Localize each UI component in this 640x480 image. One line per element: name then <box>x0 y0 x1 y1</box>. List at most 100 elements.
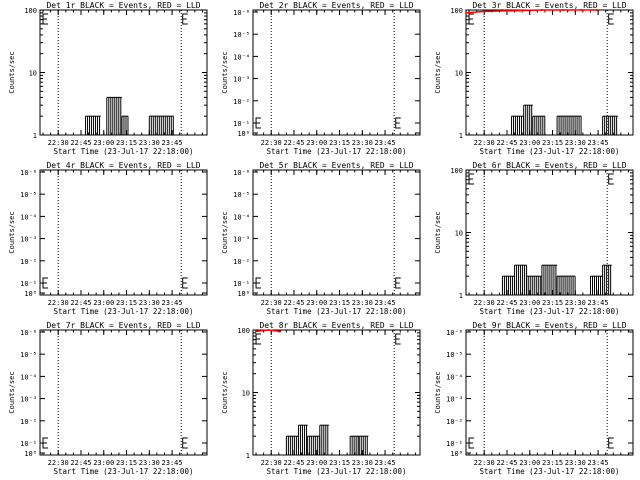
x-axis-label: Start Time (23-Jul-17 22:18:00) <box>267 307 407 316</box>
x-tick-label: 23:30 <box>565 299 586 307</box>
x-tick-label: 23:30 <box>565 139 586 147</box>
x-tick-label: 23:30 <box>139 299 160 307</box>
y-tick-label: 10⁻⁴ <box>20 213 37 221</box>
panel-9: Det 9r BLACK = Events, RED = LLD Counts/s… <box>434 321 634 476</box>
x-axis-label: Start Time (23-Jul-17 22:18:00) <box>480 467 620 476</box>
x-tick-label: 22:45 <box>283 139 304 147</box>
x-tick-label: 23:00 <box>306 139 327 147</box>
y-tick-label: 10⁻⁵ <box>233 31 250 39</box>
y-tick-label: 10⁻¹ <box>20 440 37 448</box>
x-tick-label: 23:00 <box>93 139 114 147</box>
y-tick-label: 10⁻⁶ <box>233 9 250 17</box>
x-tick-label: 23:45 <box>162 459 183 467</box>
x-axis-label: Start Time (23-Jul-17 22:18:00) <box>267 467 407 476</box>
x-tick-label: 23:00 <box>519 459 540 467</box>
panel-title: Det 7r BLACK = Events, RED = LLD <box>46 321 200 330</box>
panel-title: Det 5r BLACK = Events, RED = LLD <box>259 161 413 170</box>
event-flag-marker <box>608 173 614 185</box>
y-tick-label: 10⁻³ <box>446 396 463 404</box>
x-tick-label: 22:30 <box>48 459 69 467</box>
y-axis-label: Counts/sec <box>434 51 442 93</box>
x-tick-label: 23:15 <box>542 139 563 147</box>
lld-point <box>483 10 486 13</box>
panel-title: Det 6r BLACK = Events, RED = LLD <box>472 161 626 170</box>
y-axis-label: Counts/sec <box>221 51 229 93</box>
panel-title: Det 2r BLACK = Events, RED = LLD <box>259 1 413 10</box>
x-tick-label: 23:30 <box>139 139 160 147</box>
y-tick-label: 100 <box>24 7 37 15</box>
event-flag-marker <box>608 437 614 449</box>
y-tick-label: 10 <box>455 230 463 238</box>
y-axis-label: Counts/sec <box>221 371 229 413</box>
y-tick-label: 10⁻⁶ <box>233 169 250 177</box>
plot-frame <box>252 9 421 136</box>
y-tick-label: 10⁻³ <box>233 236 250 244</box>
event-flag-marker <box>468 437 475 449</box>
x-tick-label: 23:15 <box>116 139 137 147</box>
x-tick-label: 23:00 <box>519 299 540 307</box>
panel-3: Det 3r BLACK = Events, RED = LLD Counts/s… <box>434 1 634 156</box>
x-tick-label: 22:45 <box>70 139 91 147</box>
lld-point <box>279 330 282 333</box>
plot-frame <box>39 169 208 296</box>
x-tick-label: 22:30 <box>261 299 282 307</box>
y-tick-label: 10⁰ <box>24 450 37 458</box>
x-tick-label: 22:30 <box>474 299 495 307</box>
x-axis-label: Start Time (23-Jul-17 22:18:00) <box>480 307 620 316</box>
x-tick-label: 23:15 <box>542 459 563 467</box>
event-flag-marker <box>42 13 49 25</box>
y-tick-label: 10⁻⁶ <box>20 329 37 337</box>
panel-7: Det 7r BLACK = Events, RED = LLD Counts/s… <box>8 321 208 476</box>
x-tick-label: 23:15 <box>116 299 137 307</box>
x-tick-label: 23:45 <box>162 139 183 147</box>
y-tick-label: 10⁰ <box>237 290 250 298</box>
x-tick-label: 22:45 <box>496 299 517 307</box>
plot-frame <box>465 329 634 456</box>
event-flag-marker <box>182 277 188 289</box>
y-axis-label: Counts/sec <box>434 371 442 413</box>
event-flag-marker <box>42 277 49 289</box>
y-axis-label: Counts/sec <box>8 51 16 93</box>
lld-point <box>267 329 270 331</box>
y-tick-label: 10⁻³ <box>20 236 37 244</box>
x-tick-label: 23:45 <box>375 299 396 307</box>
x-tick-label: 22:45 <box>70 459 91 467</box>
x-tick-label: 23:45 <box>162 299 183 307</box>
event-flag-marker <box>255 277 262 289</box>
x-tick-label: 22:45 <box>70 299 91 307</box>
lld-point <box>255 330 258 333</box>
plot-frame <box>252 169 421 296</box>
y-tick-label: 1 <box>33 132 37 140</box>
y-axis-label: Counts/sec <box>8 211 16 253</box>
event-flag-marker <box>395 117 401 129</box>
panel-title: Det 3r BLACK = Events, RED = LLD <box>472 1 626 10</box>
x-tick-label: 23:30 <box>352 299 373 307</box>
x-tick-label: 23:45 <box>375 459 396 467</box>
event-flag-marker <box>255 117 262 129</box>
x-tick-label: 23:45 <box>588 299 609 307</box>
lld-point <box>580 9 583 11</box>
panel-8: Det 8r BLACK = Events, RED = LLD Counts/s… <box>221 321 421 476</box>
y-tick-label: 10⁻¹ <box>233 120 250 128</box>
x-tick-label: 22:30 <box>261 139 282 147</box>
y-tick-label: 100 <box>450 7 463 15</box>
x-tick-label: 23:00 <box>306 459 327 467</box>
plot-frame <box>39 329 208 456</box>
y-tick-label: 10⁻⁴ <box>446 373 463 381</box>
x-tick-label: 22:30 <box>474 459 495 467</box>
y-tick-label: 10⁻⁴ <box>20 373 37 381</box>
x-tick-label: 23:00 <box>519 139 540 147</box>
y-tick-label: 10⁻¹ <box>233 280 250 288</box>
x-tick-label: 22:30 <box>261 459 282 467</box>
x-tick-label: 23:00 <box>93 459 114 467</box>
y-tick-label: 10⁻⁶ <box>446 329 463 337</box>
panel-title: Det 8r BLACK = Events, RED = LLD <box>259 321 413 330</box>
y-tick-label: 1 <box>459 132 463 140</box>
x-tick-label: 22:45 <box>283 299 304 307</box>
y-tick-label: 10⁰ <box>450 450 463 458</box>
y-tick-label: 10⁻² <box>233 98 250 106</box>
event-flag-marker <box>395 277 401 289</box>
x-tick-label: 22:45 <box>496 459 517 467</box>
event-flag-marker <box>468 173 475 185</box>
